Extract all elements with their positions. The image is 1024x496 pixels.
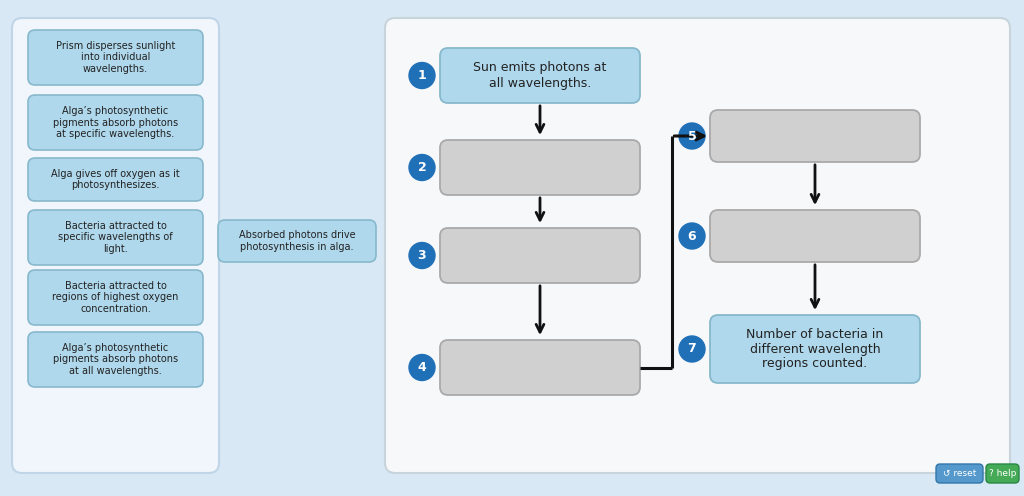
Text: ↺ reset: ↺ reset	[943, 469, 976, 478]
FancyBboxPatch shape	[28, 158, 203, 201]
FancyBboxPatch shape	[28, 332, 203, 387]
Text: 5: 5	[688, 129, 696, 142]
Circle shape	[409, 62, 435, 88]
FancyBboxPatch shape	[986, 464, 1019, 483]
FancyBboxPatch shape	[936, 464, 983, 483]
Text: Alga gives off oxygen as it
photosynthesizes.: Alga gives off oxygen as it photosynthes…	[51, 169, 180, 190]
Text: Sun emits photons at
all wavelengths.: Sun emits photons at all wavelengths.	[473, 62, 606, 89]
Text: Bacteria attracted to
specific wavelengths of
light.: Bacteria attracted to specific wavelengt…	[58, 221, 173, 254]
FancyBboxPatch shape	[710, 210, 920, 262]
Text: Number of bacteria in
different wavelength
regions counted.: Number of bacteria in different waveleng…	[746, 327, 884, 371]
Circle shape	[679, 123, 705, 149]
FancyBboxPatch shape	[12, 18, 219, 473]
Text: Alga’s photosynthetic
pigments absorb photons
at specific wavelengths.: Alga’s photosynthetic pigments absorb ph…	[53, 106, 178, 139]
Circle shape	[409, 243, 435, 268]
Text: 1: 1	[418, 69, 426, 82]
Text: 3: 3	[418, 249, 426, 262]
FancyBboxPatch shape	[440, 340, 640, 395]
FancyBboxPatch shape	[440, 140, 640, 195]
Text: 7: 7	[688, 343, 696, 356]
FancyBboxPatch shape	[710, 315, 920, 383]
FancyBboxPatch shape	[440, 228, 640, 283]
Circle shape	[409, 355, 435, 380]
FancyBboxPatch shape	[28, 270, 203, 325]
FancyBboxPatch shape	[218, 220, 376, 262]
FancyBboxPatch shape	[385, 18, 1010, 473]
Text: Bacteria attracted to
regions of highest oxygen
concentration.: Bacteria attracted to regions of highest…	[52, 281, 178, 314]
Text: ? help: ? help	[989, 469, 1016, 478]
Circle shape	[679, 223, 705, 249]
FancyBboxPatch shape	[28, 210, 203, 265]
FancyBboxPatch shape	[28, 30, 203, 85]
Text: Alga’s photosynthetic
pigments absorb photons
at all wavelengths.: Alga’s photosynthetic pigments absorb ph…	[53, 343, 178, 376]
FancyBboxPatch shape	[710, 110, 920, 162]
Text: 6: 6	[688, 230, 696, 243]
Text: Prism disperses sunlight
into individual
wavelengths.: Prism disperses sunlight into individual…	[56, 41, 175, 74]
Text: 4: 4	[418, 361, 426, 374]
FancyBboxPatch shape	[440, 48, 640, 103]
FancyBboxPatch shape	[28, 95, 203, 150]
Text: Absorbed photons drive
photosynthesis in alga.: Absorbed photons drive photosynthesis in…	[239, 230, 355, 252]
Circle shape	[679, 336, 705, 362]
Text: 2: 2	[418, 161, 426, 174]
Circle shape	[409, 154, 435, 181]
